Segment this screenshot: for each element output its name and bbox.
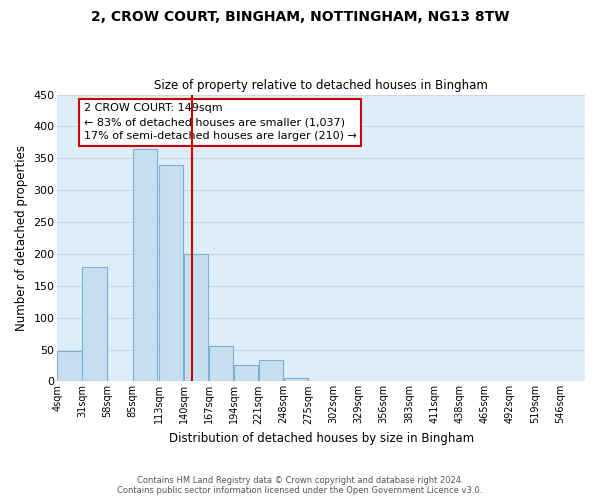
X-axis label: Distribution of detached houses by size in Bingham: Distribution of detached houses by size … — [169, 432, 474, 445]
Text: 2 CROW COURT: 149sqm
← 83% of detached houses are smaller (1,037)
17% of semi-de: 2 CROW COURT: 149sqm ← 83% of detached h… — [84, 103, 357, 141]
Title: Size of property relative to detached houses in Bingham: Size of property relative to detached ho… — [154, 79, 488, 92]
Bar — [133, 148, 157, 382]
Text: 2, CROW COURT, BINGHAM, NOTTINGHAM, NG13 8TW: 2, CROW COURT, BINGHAM, NOTTINGHAM, NG13… — [91, 10, 509, 24]
Bar — [209, 346, 233, 382]
Bar — [184, 254, 208, 382]
Bar — [259, 360, 283, 382]
Bar — [58, 351, 82, 382]
Bar — [82, 266, 107, 382]
Bar — [284, 378, 308, 382]
Text: Contains HM Land Registry data © Crown copyright and database right 2024.
Contai: Contains HM Land Registry data © Crown c… — [118, 476, 482, 495]
Y-axis label: Number of detached properties: Number of detached properties — [15, 145, 28, 331]
Bar — [233, 366, 258, 382]
Bar — [158, 164, 183, 382]
